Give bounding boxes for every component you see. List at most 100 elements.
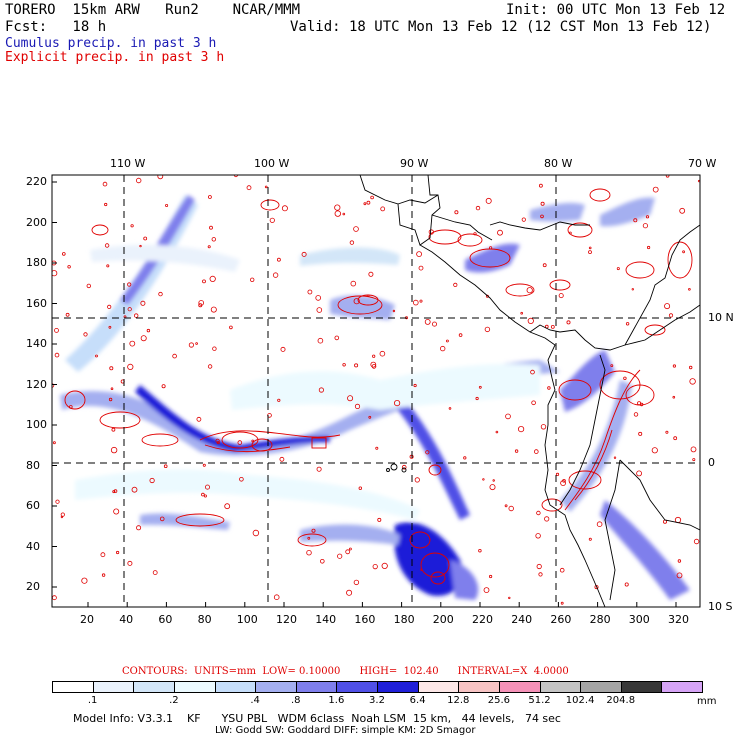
precip-cell: [478, 385, 482, 389]
precip-cell: [588, 250, 592, 255]
colorbar-tick-label: .4: [250, 695, 260, 706]
colorbar-swatch: [498, 681, 541, 693]
precip-cell: [560, 601, 564, 605]
precip-cell: [370, 361, 377, 368]
precip-cell: [540, 424, 547, 430]
lat-label-0: 0: [708, 456, 715, 469]
field-explicit-label: Explicit precip. in past 3 h: [5, 50, 225, 65]
precip-cell: [380, 206, 386, 212]
precip-cell: [482, 478, 485, 481]
precip-cell: [136, 525, 142, 531]
precip-cell: [689, 378, 696, 385]
colorbar-swatch: [458, 681, 500, 693]
precip-cell: [207, 245, 211, 249]
precip-cell: [67, 265, 71, 269]
precip-cell: [458, 333, 463, 337]
colorbar-swatch: [620, 681, 663, 693]
x-tick-label: 300: [628, 613, 650, 626]
precip-cell: [319, 558, 325, 564]
precip-cell: [279, 456, 285, 462]
precip-cell: [196, 416, 202, 422]
precip-cell: [533, 449, 539, 454]
precip-cell: [454, 210, 459, 215]
precip-cell: [358, 486, 362, 490]
precip-cell: [113, 508, 120, 515]
precip-cell: [521, 217, 526, 222]
precip-cell: [54, 327, 59, 333]
precip-cell: [157, 175, 164, 180]
precip-cell: [316, 307, 323, 313]
y-tick-label: 220: [26, 175, 47, 188]
precip-cell: [158, 291, 163, 297]
model-info: Model Info: V3.3.1 KF YSU PBL WDM 6class…: [73, 712, 561, 725]
precip-cell: [342, 363, 346, 367]
precip-cell: [251, 439, 255, 443]
precip-cell: [431, 321, 437, 327]
precip-cell: [110, 387, 114, 391]
precip-cell: [676, 572, 683, 579]
precip-cell: [539, 183, 543, 188]
precip-cell: [86, 283, 91, 289]
precip-cell: [100, 552, 106, 558]
precip-cell: [428, 229, 434, 235]
model-title: TORERO 15km ARW Run2 NCAR/MMM: [5, 2, 301, 18]
precip-cell: [202, 463, 206, 467]
precip-cell: [638, 431, 643, 436]
precip-cell: [412, 299, 419, 306]
precip-cell: [568, 231, 572, 235]
y-tick-label: 180: [26, 256, 47, 269]
precip-cell: [52, 270, 58, 277]
precip-cell: [337, 553, 343, 559]
precip-cell: [688, 287, 691, 291]
precip-cell: [371, 364, 377, 369]
x-tick-label: 220: [472, 613, 493, 626]
precip-cell: [625, 322, 630, 326]
precip-cell: [149, 477, 155, 484]
precip-cell: [306, 550, 312, 556]
precip-cell: [616, 267, 620, 271]
lon-label-110w: 110 W: [110, 157, 146, 170]
colorbar-tick-label: 204.8: [606, 695, 636, 706]
precip-cell: [393, 399, 401, 407]
precip-cell: [61, 252, 66, 256]
colorbar-tick-label: .8: [290, 695, 301, 706]
precip-cell: [520, 311, 523, 315]
precip-cell: [252, 529, 260, 537]
precip-cell: [95, 354, 98, 358]
colorbar-swatch: [580, 681, 622, 693]
precip-cell: [535, 533, 541, 539]
precip-cell: [161, 384, 166, 389]
contours-info: CONTOURS: UNITS=mm LOW= 0.10000 HIGH= 10…: [122, 666, 569, 677]
precip-cell: [558, 293, 564, 299]
x-tick-label: 320: [668, 613, 689, 626]
precip-cell: [559, 567, 565, 573]
precip-cell: [547, 386, 551, 390]
colorbar-tick-label: .1: [87, 695, 98, 706]
precip-cell: [488, 246, 493, 250]
precip-cell: [414, 477, 420, 483]
precip-cell: [209, 275, 216, 282]
precip-cell: [350, 280, 357, 287]
precip-cell: [55, 499, 60, 504]
precip-cell: [172, 353, 177, 359]
precip-cell: [372, 354, 376, 358]
precip-cell: [152, 570, 158, 575]
colorbar-swatch: [417, 681, 460, 693]
precip-cell: [673, 436, 678, 441]
precip-cell: [129, 340, 136, 347]
precip-cell: [81, 577, 88, 584]
precip-cell: [665, 430, 669, 434]
colorbar-swatch: [173, 681, 216, 693]
precip-cell: [276, 257, 281, 262]
precip-cell: [651, 447, 658, 454]
precip-cell: [143, 236, 148, 241]
precip-cell: [140, 300, 146, 306]
precip-cell: [440, 345, 446, 352]
y-tick-label: 80: [26, 458, 40, 472]
lat-label-10s: 10 S: [708, 600, 733, 613]
precip-cell: [485, 197, 492, 204]
precip-cell: [269, 217, 275, 223]
precip-cell: [682, 250, 685, 254]
x-tick-label: 240: [511, 613, 533, 626]
precip-cell: [315, 295, 322, 301]
